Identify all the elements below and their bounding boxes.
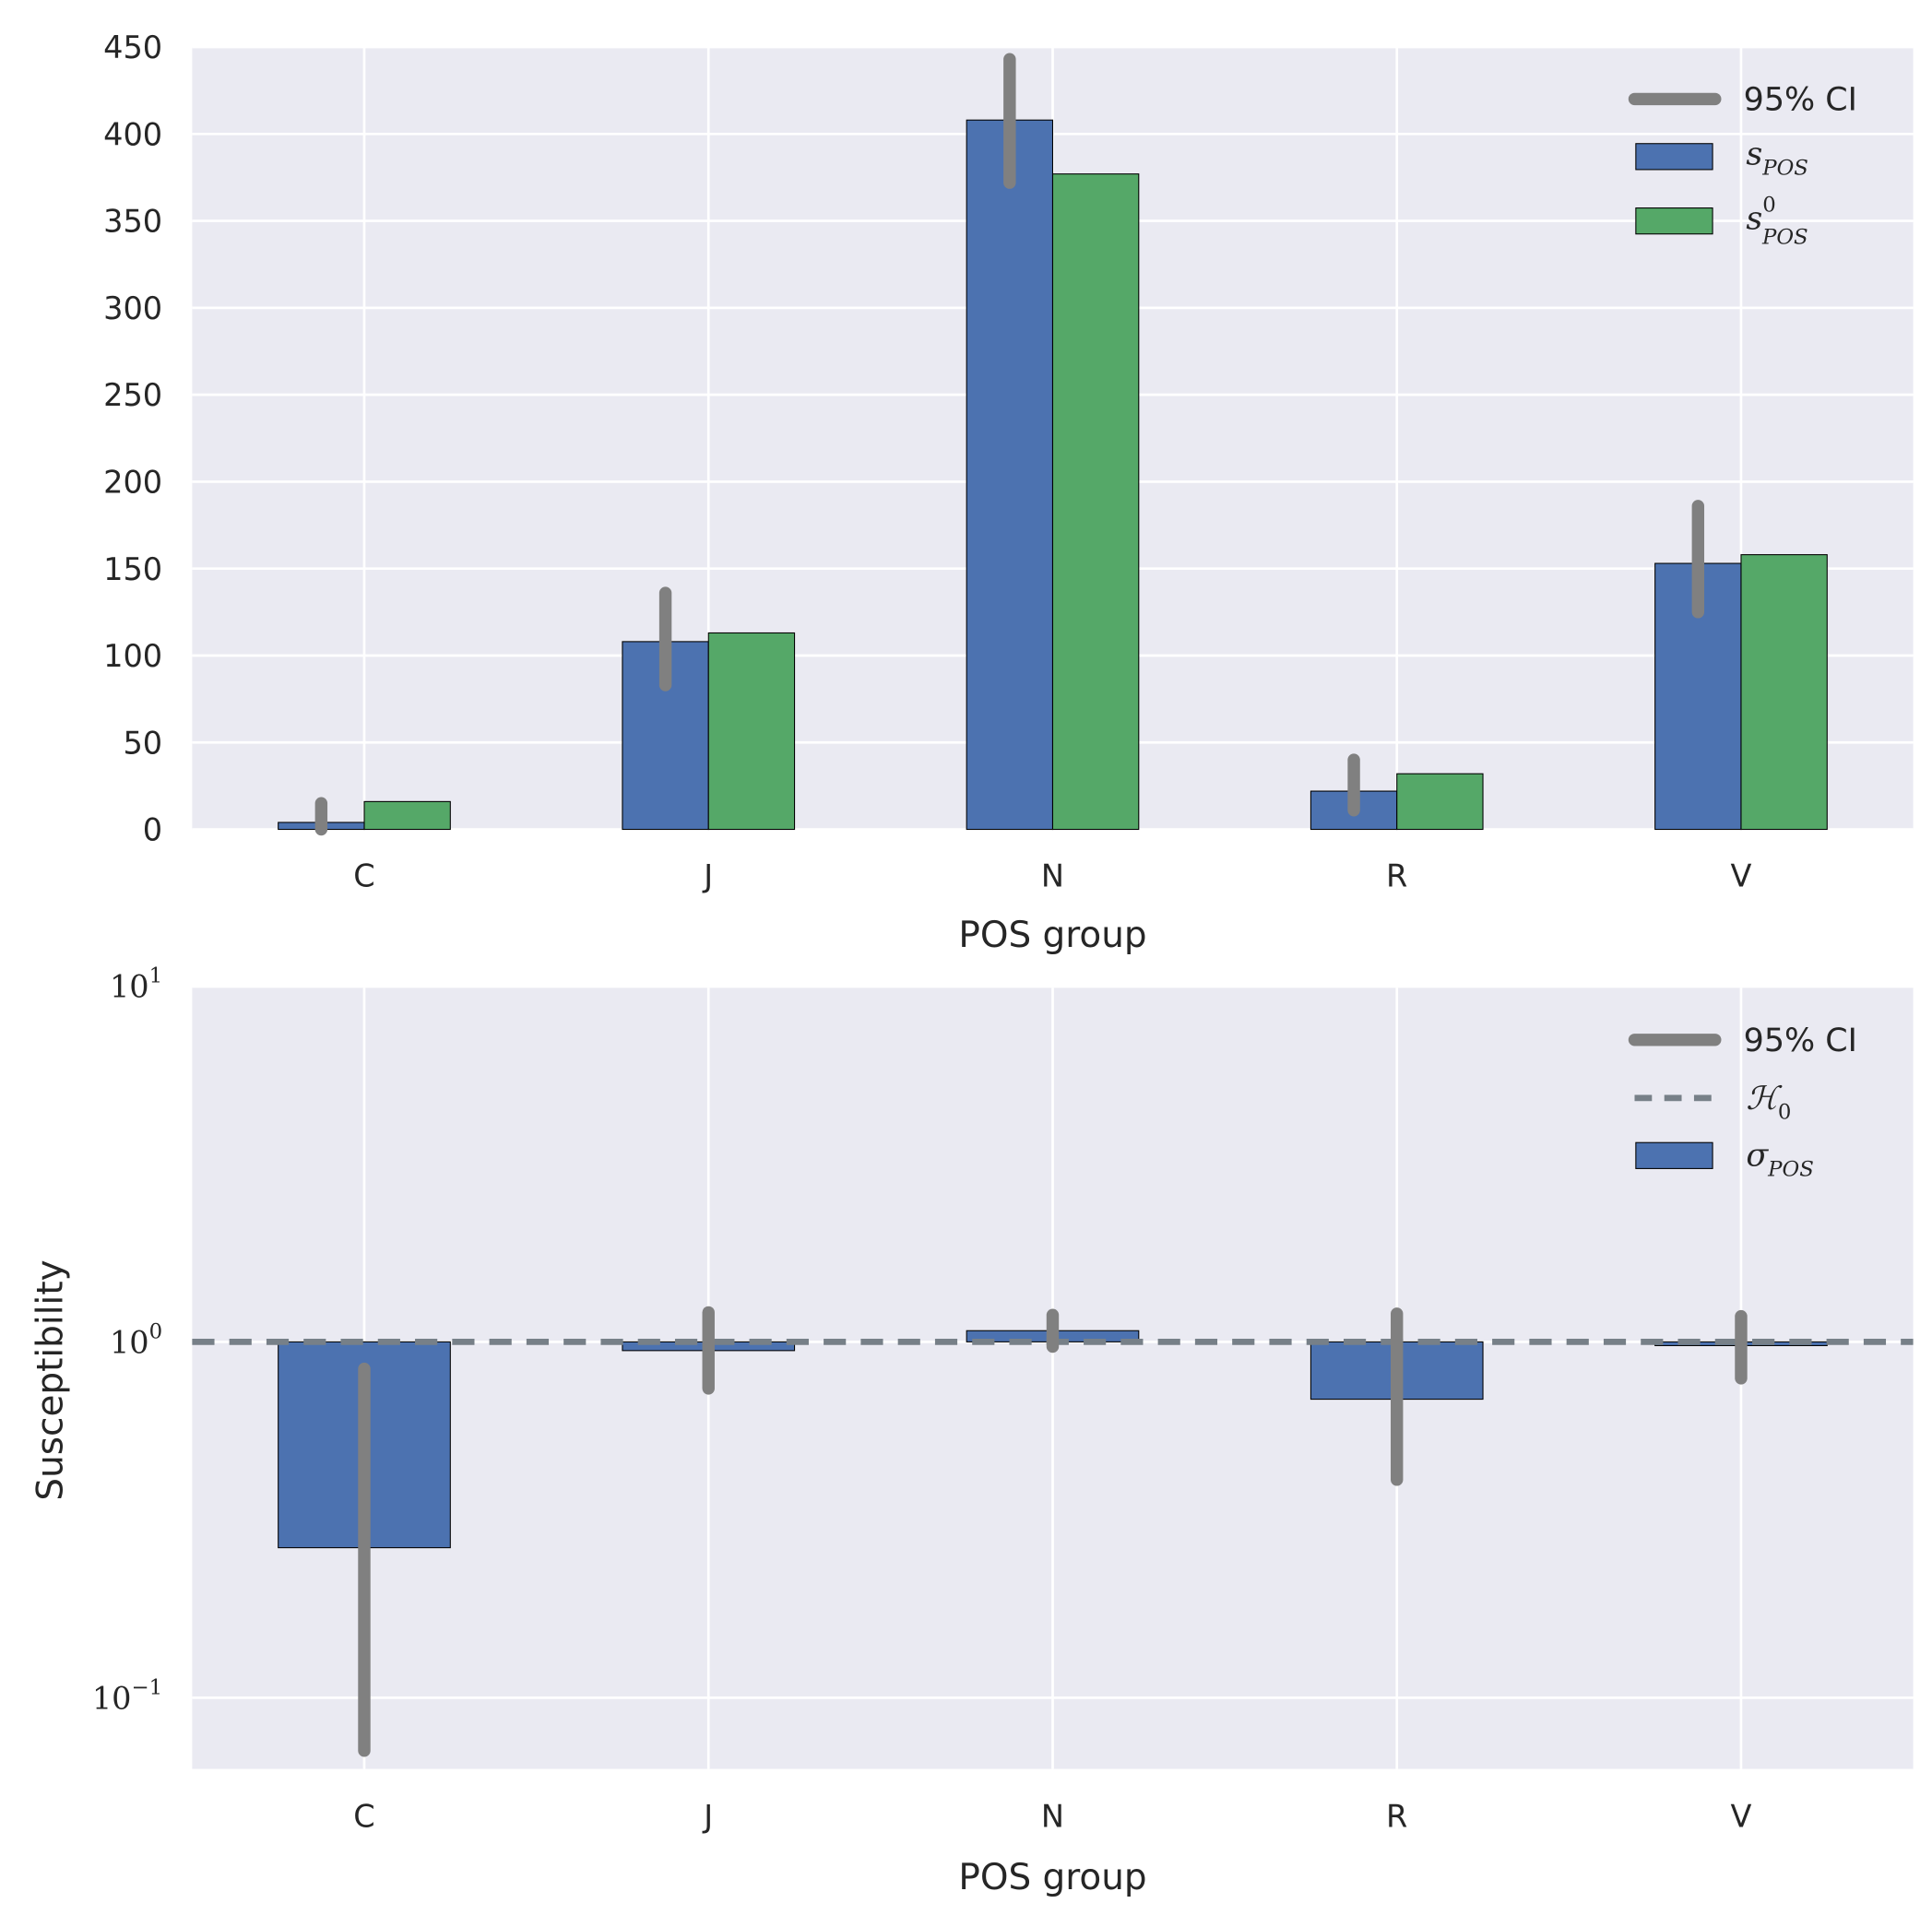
bottom-legend: 95% CI ℋ0 σPOS bbox=[1628, 1023, 1857, 1182]
y-tick-label: 100 bbox=[103, 638, 162, 674]
bar-s_POS-N bbox=[966, 119, 1054, 831]
x-tick-label: C bbox=[353, 1799, 374, 1835]
top-x-axis-label: POS group bbox=[958, 915, 1146, 956]
y-tick-label: 50 bbox=[123, 725, 162, 761]
bar-s^0_POS-R bbox=[1396, 773, 1484, 831]
legend-label-s^0_POS: s0 POS bbox=[1746, 194, 1808, 250]
y-tick-label: 101 bbox=[110, 963, 162, 1004]
y-tick-label: 300 bbox=[103, 290, 162, 326]
x-tick-label: J bbox=[702, 857, 713, 893]
bar-s^0_POS-J bbox=[707, 632, 796, 831]
bottom-x-axis-label: POS group bbox=[958, 1857, 1146, 1898]
top-chart: 0 50 100 150 200 250 300 350 400 450 C J N R V POS gro… bbox=[103, 30, 1914, 956]
legend-swatch-s_POS bbox=[1635, 143, 1713, 171]
x-tick-label: J bbox=[702, 1799, 713, 1835]
y-tick-label: 450 bbox=[103, 30, 162, 65]
y-tick-label: 150 bbox=[103, 551, 162, 587]
y-tick-label: 350 bbox=[103, 204, 162, 240]
y-tick-label: 400 bbox=[103, 116, 162, 152]
bottom-chart: 101 100 10−1 C J N R V POS group Susceptibility… bbox=[30, 963, 1914, 1898]
x-tick-label: R bbox=[1386, 1799, 1407, 1835]
bar-s^0_POS-N bbox=[1051, 173, 1140, 831]
x-tick-label: C bbox=[353, 857, 374, 893]
y-tick-label: 250 bbox=[103, 377, 162, 413]
bar-s^0_POS-C bbox=[363, 800, 451, 831]
legend-ci-label: 95% CI bbox=[1744, 1023, 1857, 1059]
y-tick-label: 100 bbox=[110, 1319, 162, 1360]
x-tick-label: V bbox=[1730, 1799, 1751, 1835]
x-tick-label: N bbox=[1041, 857, 1064, 893]
x-tick-label: V bbox=[1730, 857, 1751, 893]
y-tick-label: 0 bbox=[143, 812, 162, 848]
legend-label-σ_POS: σPOS bbox=[1746, 1138, 1814, 1182]
legend-label-s_POS: sPOS bbox=[1746, 136, 1808, 181]
y-tick-label: 200 bbox=[103, 465, 162, 501]
y-tick-label: 10−1 bbox=[92, 1675, 162, 1716]
legend-swatch-s^0_POS bbox=[1635, 207, 1713, 235]
top-legend: 95% CI sPOS s0 POS bbox=[1628, 81, 1857, 250]
legend-swatch-σ_POS bbox=[1635, 1141, 1713, 1169]
x-tick-label: R bbox=[1386, 857, 1407, 893]
legend-h0-label: ℋ0 bbox=[1746, 1081, 1791, 1125]
x-tick-label: N bbox=[1041, 1799, 1064, 1835]
bottom-y-axis-label: Susceptibility bbox=[30, 1259, 71, 1500]
legend-ci-label: 95% CI bbox=[1744, 81, 1857, 118]
bar-s^0_POS-V bbox=[1740, 554, 1828, 831]
